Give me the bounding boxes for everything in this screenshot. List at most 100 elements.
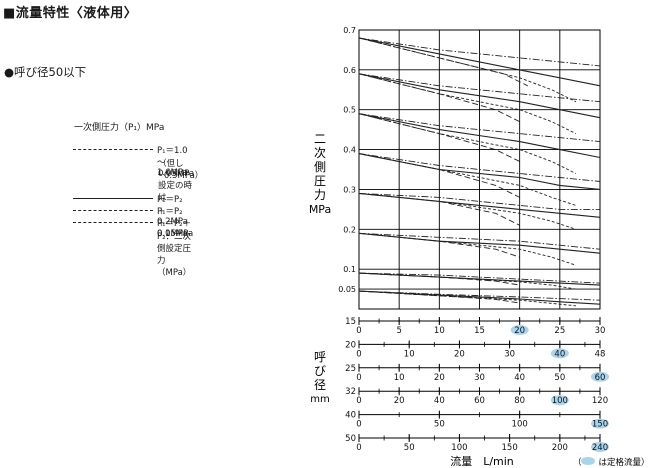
scale-tick-label: 40: [554, 349, 565, 359]
size-label-char: 呼: [314, 350, 326, 364]
y-axis-ticks: 0.05 0.1 0.2 0.3 0.4 0.5 0.6 0.7: [338, 26, 356, 294]
y-tick-label: 0.3: [343, 185, 356, 194]
section-subtitle: ●呼び径50以下: [4, 65, 87, 79]
flow-curve-dash-dot: [358, 192, 600, 210]
flow-curve-dash: [358, 290, 576, 307]
rated-flow-marker: [591, 418, 609, 429]
flow-curve-dash-long: [358, 232, 520, 258]
y-tick-label: 0.6: [343, 66, 356, 75]
rated-flow-marker: [591, 371, 609, 382]
size-unit: mm: [310, 394, 329, 405]
axis-labels: 二 次 側 圧 力 MPa 呼 び 径 mm 流量 L/min （ は定格流量）: [309, 132, 650, 468]
scale-size-label: 50: [345, 434, 356, 444]
flow-curve-dash-long: [358, 113, 520, 162]
size-label-char: び: [314, 364, 326, 378]
scale-size-label: 25: [345, 364, 356, 374]
y-axis-label-char: 圧: [314, 174, 326, 188]
scale-tick-label: 10: [404, 349, 415, 359]
scale-tick-label: 150: [592, 420, 608, 430]
scale-tick-label: 0: [356, 373, 361, 383]
scale-tick-label: 100: [552, 396, 568, 406]
flow-curve-solid: [358, 272, 601, 286]
y-axis-unit: MPa: [309, 203, 331, 216]
scale-tick-label: 10: [434, 326, 445, 336]
scale-tick-label: 240: [592, 443, 608, 453]
scale-tick-label: 200: [552, 443, 568, 453]
scale-tick-label: 40: [514, 373, 525, 383]
scale-tick-label: 20: [394, 396, 405, 406]
scale-tick-label: 100: [512, 420, 528, 430]
scale-size-label: 15: [345, 317, 356, 327]
scale-tick-label: 20: [454, 349, 465, 359]
legend-label-p2-plus-0.1: P₁＝P₂＋0.1MPa: [157, 207, 188, 239]
flow-curve-dash-dot: [358, 153, 601, 182]
legend-label-p2-plus-0.05: P₁＝P₂＋0.05MPa: [157, 219, 194, 239]
scale-tick-label: 50: [404, 443, 415, 453]
flow-curve-dash-long: [358, 37, 528, 87]
y-tick-label: 0.4: [343, 146, 356, 155]
flow-curve-solid: [358, 37, 601, 87]
rated-flow-marker: [550, 395, 569, 406]
scale-tick-label: 120: [592, 396, 608, 406]
scale-tick-label: 48: [595, 349, 606, 359]
scale-tick-label: 100: [451, 443, 467, 453]
flow-curve-solid: [358, 73, 601, 119]
y-axis-label-char: 側: [314, 160, 326, 174]
size-label-char: 径: [314, 378, 326, 392]
scale-tick-label: 0: [356, 443, 361, 453]
scale-size-label: 20: [345, 340, 356, 350]
flow-curve-dash-dot: [358, 73, 601, 103]
flow-curve-dash-dot: [358, 113, 601, 143]
flow-curve-dash-dot: [358, 37, 601, 67]
flow-curve-dash-long: [358, 73, 520, 123]
y-tick-label: 0.7: [343, 26, 356, 35]
y-tick-label: 0.2: [343, 225, 356, 234]
rated-flow-marker: [510, 325, 529, 335]
page-title: ■流量特性〈液体用〉: [3, 6, 138, 21]
y-axis-label-char: 二: [314, 132, 326, 146]
scale-tick-label: 50: [434, 420, 445, 430]
flow-curve-solid: [358, 113, 601, 159]
flow-curve-dash-long: [358, 192, 520, 226]
chart-curves: [358, 37, 601, 307]
scale-tick-label: 80: [514, 396, 525, 406]
y-axis-label-char: 力: [314, 188, 326, 202]
flow-curve-dash-long: [358, 290, 520, 304]
flow-curve-solid: [358, 192, 601, 218]
legend-note-2: 0.5MPa）: [164, 171, 204, 181]
y-tick-label: 0.1: [343, 265, 356, 274]
legend-line-dash-long: [73, 222, 153, 223]
scale-tick-label: 30: [504, 349, 515, 359]
scale-tick-label: 30: [595, 326, 606, 336]
flow-curve-dash: [358, 73, 577, 135]
legend-p2-note: P₂：二次側設定圧力（MPa）: [157, 232, 192, 278]
flow-curve-dash-dot: [358, 232, 601, 250]
scale-tick-label: 15: [474, 326, 485, 336]
y-axis-label-char: 次: [314, 146, 326, 160]
scale-tick-label: 0: [356, 396, 361, 406]
flow-curve-dash-long: [358, 272, 520, 286]
legend-line-dash-dot: [73, 149, 153, 150]
scale-tick-label: 10: [394, 373, 405, 383]
y-tick-label: 0.5: [343, 106, 356, 115]
flow-curve-dash: [358, 153, 577, 206]
flow-curve-solid: [358, 232, 601, 254]
scale-tick-label: 60: [595, 373, 606, 383]
x-axis-label: 流量 L/min: [450, 454, 514, 468]
flow-curve-dash: [358, 232, 577, 266]
flow-curve-dash-dot: [358, 272, 601, 284]
scale-tick-label: 30: [474, 373, 485, 383]
rated-flow-legend-swatch: [581, 457, 595, 465]
scale-size-label: 32: [345, 387, 356, 397]
flow-curve-dash: [358, 192, 577, 230]
scale-tick-label: 0: [356, 420, 361, 430]
flow-curve-solid: [358, 290, 601, 305]
scale-tick-label: 20: [514, 326, 525, 336]
legend-note-1: （但し0.05MPa設定の時は: [158, 159, 195, 203]
scale-size-label: 40: [345, 411, 356, 421]
scale-tick-label: 0: [356, 349, 361, 359]
legend-line-dash: [73, 210, 153, 211]
scale-tick-label: 25: [554, 326, 565, 336]
